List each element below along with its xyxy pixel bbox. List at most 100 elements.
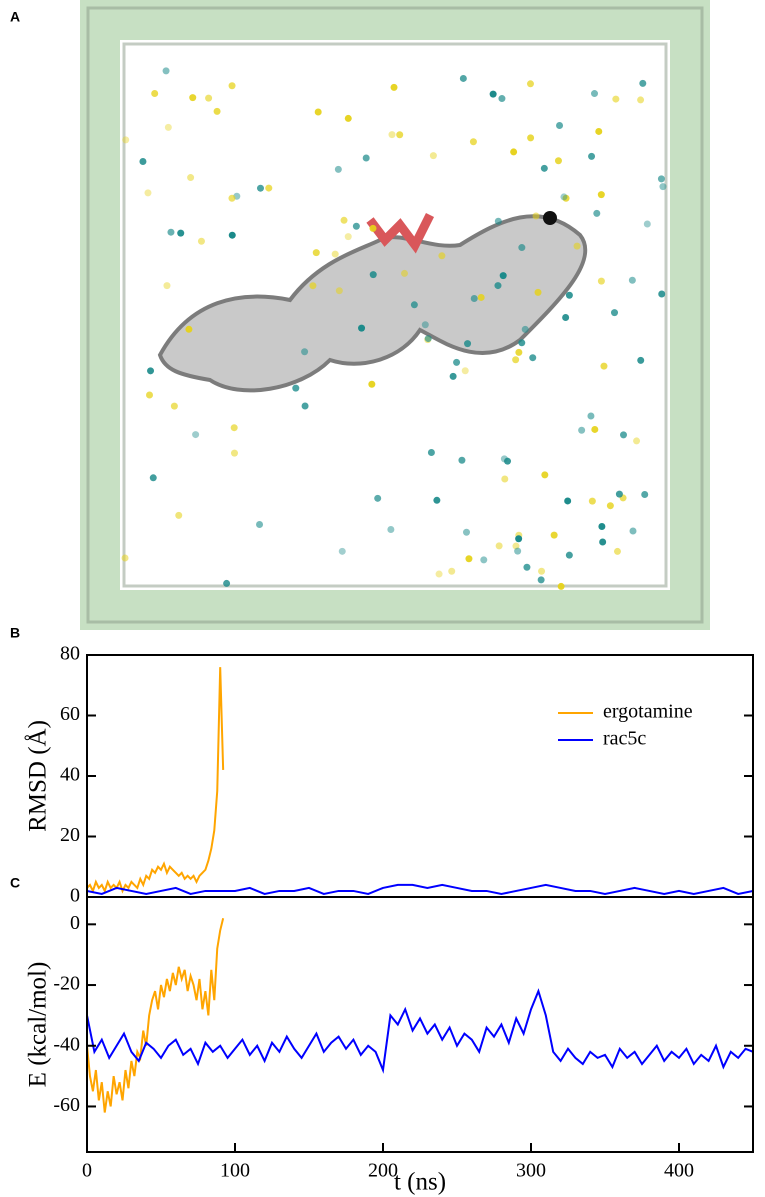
ion: [461, 367, 469, 375]
ion: [526, 80, 534, 88]
ion: [510, 148, 518, 156]
ion: [595, 127, 603, 135]
series-line: [87, 988, 753, 1074]
ion: [205, 94, 213, 102]
ion: [659, 183, 667, 191]
ion: [147, 367, 155, 375]
ion: [435, 570, 443, 578]
ion: [564, 497, 572, 505]
ion: [170, 402, 178, 410]
ion: [633, 437, 641, 445]
ion: [189, 94, 197, 102]
ion: [560, 193, 568, 201]
ion: [565, 551, 573, 559]
ion: [223, 579, 231, 587]
ion: [167, 228, 175, 236]
ion: [309, 282, 317, 290]
series-line: [87, 918, 225, 1113]
ion: [521, 325, 529, 333]
ion: [591, 425, 599, 433]
plot-frame: [86, 654, 754, 898]
ion: [344, 233, 352, 241]
ion: [164, 123, 172, 131]
ion: [301, 348, 309, 356]
ion: [438, 252, 446, 260]
ion: [550, 531, 558, 539]
ion: [448, 567, 456, 575]
ion: [228, 231, 236, 239]
y-axis-label: E (kcal/mol): [25, 962, 52, 1088]
ion: [538, 567, 546, 575]
ion: [554, 157, 562, 165]
ion: [146, 391, 154, 399]
ion: [515, 535, 523, 543]
ion: [144, 189, 152, 197]
ion: [597, 191, 605, 199]
ligand: [366, 212, 435, 254]
ion: [314, 108, 322, 116]
ion: [514, 547, 522, 555]
x-tick-label: 400: [664, 1160, 694, 1182]
y-tick-label: 20: [60, 824, 80, 846]
ion: [494, 282, 502, 290]
ion: [301, 402, 309, 410]
ion: [433, 496, 441, 504]
ion: [151, 90, 159, 98]
ion: [369, 271, 377, 279]
ion: [368, 380, 376, 388]
ion: [197, 237, 205, 245]
ion: [163, 282, 171, 290]
y-tick-label: -40: [53, 1033, 80, 1055]
ion: [374, 494, 382, 502]
legend-label: ergotamine: [603, 701, 693, 723]
ion: [523, 563, 531, 571]
ion: [598, 523, 606, 531]
x-tick-label: 200: [368, 1160, 398, 1182]
ion: [657, 175, 665, 183]
ion: [449, 372, 457, 380]
y-tick-label: -60: [53, 1094, 80, 1116]
ion: [540, 164, 548, 172]
ion: [292, 384, 300, 392]
ion: [340, 216, 348, 224]
ion: [213, 107, 221, 115]
ion: [358, 324, 366, 332]
x-tick-label: 300: [516, 1160, 546, 1182]
ion: [352, 222, 360, 230]
ion: [401, 269, 409, 277]
ion: [464, 340, 472, 348]
ion: [515, 348, 523, 356]
ion: [177, 229, 185, 237]
ion: [606, 502, 614, 510]
protein-cartoon: [157, 214, 588, 393]
ion: [388, 131, 396, 139]
ion: [470, 295, 478, 303]
panel-label: A: [10, 9, 20, 25]
water-box-edge: [86, 6, 704, 624]
ion: [495, 542, 503, 550]
ion: [593, 209, 601, 217]
ion: [500, 455, 508, 463]
series-line: [87, 883, 753, 896]
ion: [362, 154, 370, 162]
ion: [139, 158, 147, 166]
ion: [427, 449, 435, 457]
ion: [429, 152, 437, 160]
ion: [459, 74, 467, 82]
ion: [192, 431, 200, 439]
water-box-edge: [122, 42, 668, 588]
ion: [469, 138, 477, 146]
ion: [149, 474, 157, 482]
ion: [562, 313, 570, 321]
ion: [499, 272, 507, 280]
x-axis-label: t (ns): [394, 1169, 446, 1196]
y-tick-label: -20: [53, 973, 80, 995]
ion: [643, 220, 651, 228]
ion: [453, 358, 461, 366]
ion: [639, 79, 647, 87]
ion: [334, 165, 342, 173]
ion: [518, 339, 526, 347]
ion: [424, 335, 432, 343]
plot-frame: [86, 896, 754, 1153]
ion: [611, 309, 619, 317]
